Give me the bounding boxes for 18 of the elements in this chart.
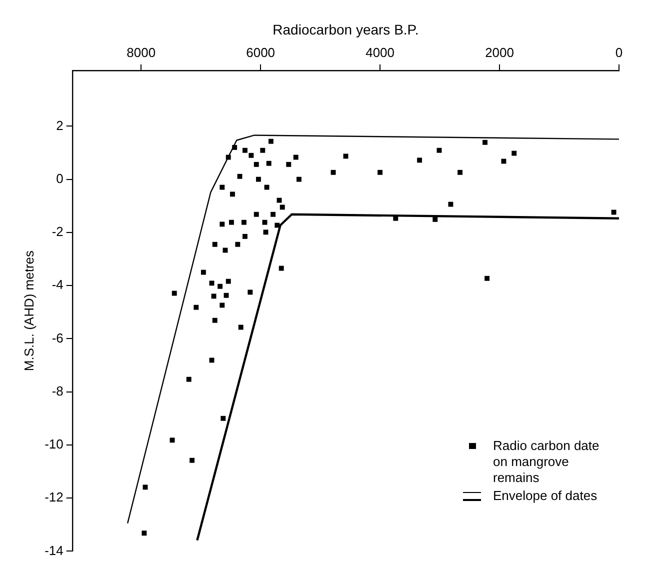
y-tick-label: -4	[52, 277, 64, 292]
y-tick-label: 2	[56, 118, 64, 133]
x-tick-label: 2000	[485, 45, 514, 60]
x-axis-title: Radiocarbon years B.P.	[272, 21, 419, 38]
y-tick-label: 0	[56, 170, 64, 186]
y-tick-label: -14	[44, 542, 64, 558]
x-tick-label: 0	[615, 45, 623, 60]
y-tick-label: -8	[52, 383, 64, 398]
x-tick-label: 4000	[366, 45, 395, 60]
y-tick-label: -10	[44, 436, 64, 452]
y-tick-label: -6	[52, 330, 64, 346]
y-axis-title: M.S.L. (AHD) metres	[21, 250, 36, 372]
y-tick-label: -12	[44, 490, 64, 505]
legend-label: Envelope of dates	[493, 488, 598, 504]
x-tick-label: 6000	[246, 45, 276, 60]
y-tick-label: -2	[52, 224, 64, 240]
legend-label: Radio carbon date on mangrove remains	[493, 438, 600, 486]
x-tick-label: 8000	[126, 45, 156, 60]
